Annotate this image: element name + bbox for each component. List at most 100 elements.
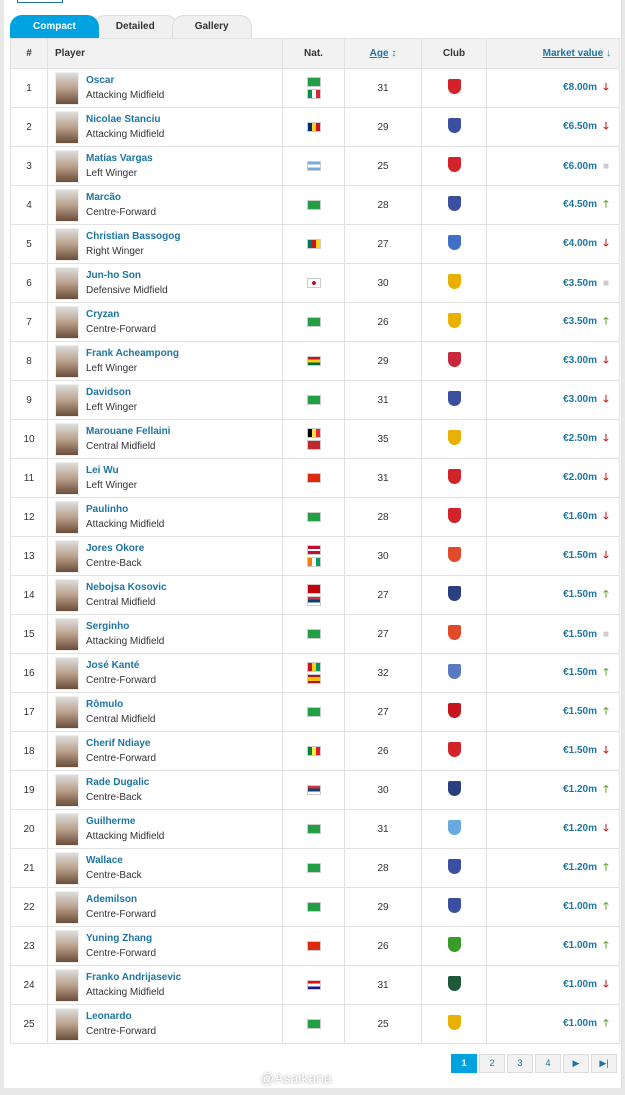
player-name-link[interactable]: Serginho bbox=[86, 621, 130, 632]
market-value-link[interactable]: €1.50m bbox=[563, 628, 597, 640]
tab-compact[interactable]: Compact bbox=[10, 15, 99, 38]
market-value-link[interactable]: €3.00m bbox=[563, 393, 597, 405]
market-value-link[interactable]: €1.50m bbox=[563, 588, 597, 600]
market-value-link[interactable]: €1.50m bbox=[563, 666, 597, 678]
player-name-link[interactable]: Davidson bbox=[86, 387, 132, 398]
market-value-link[interactable]: €8.00m bbox=[563, 81, 597, 93]
player-name-link[interactable]: Christian Bassogog bbox=[86, 231, 181, 242]
player-photo[interactable] bbox=[55, 1007, 79, 1041]
player-name-link[interactable]: Franko Andrijasevic bbox=[86, 972, 182, 983]
player-photo[interactable] bbox=[55, 929, 79, 963]
player-name-link[interactable]: Rade Dugalic bbox=[86, 777, 150, 788]
market-value-link[interactable]: €1.50m bbox=[563, 549, 597, 561]
market-value-link[interactable]: €1.00m bbox=[563, 939, 597, 951]
club-crest-icon[interactable] bbox=[447, 469, 461, 484]
market-value-link[interactable]: €3.00m bbox=[563, 354, 597, 366]
player-photo[interactable] bbox=[55, 188, 79, 222]
market-value-link[interactable]: €1.50m bbox=[563, 705, 597, 717]
player-photo[interactable] bbox=[55, 812, 79, 846]
club-crest-icon[interactable] bbox=[447, 859, 461, 874]
club-crest-icon[interactable] bbox=[447, 742, 461, 757]
player-name-link[interactable]: Jores Okore bbox=[86, 543, 145, 554]
market-value-link[interactable]: €1.20m bbox=[563, 783, 597, 795]
next-page-button[interactable]: ▶ bbox=[563, 1054, 589, 1073]
club-crest-icon[interactable] bbox=[447, 820, 461, 835]
player-name-link[interactable]: Nicolae Stanciu bbox=[86, 114, 161, 125]
player-photo[interactable] bbox=[55, 461, 79, 495]
club-crest-icon[interactable] bbox=[447, 703, 461, 718]
club-crest-icon[interactable] bbox=[447, 625, 461, 640]
player-name-link[interactable]: Yuning Zhang bbox=[86, 933, 153, 944]
player-photo[interactable] bbox=[55, 383, 79, 417]
page-3-button[interactable]: 3 bbox=[507, 1054, 533, 1073]
market-value-link[interactable]: €1.20m bbox=[563, 861, 597, 873]
club-crest-icon[interactable] bbox=[447, 664, 461, 679]
club-crest-icon[interactable] bbox=[447, 196, 461, 211]
player-name-link[interactable]: Cherif Ndiaye bbox=[86, 738, 151, 749]
sort-mv-link[interactable]: Market value bbox=[542, 48, 604, 59]
club-crest-icon[interactable] bbox=[447, 352, 461, 367]
market-value-link[interactable]: €1.20m bbox=[563, 822, 597, 834]
club-crest-icon[interactable] bbox=[447, 937, 461, 952]
player-photo[interactable] bbox=[55, 734, 79, 768]
last-page-button[interactable]: ▶| bbox=[591, 1054, 617, 1073]
page-4-button[interactable]: 4 bbox=[535, 1054, 561, 1073]
player-name-link[interactable]: Rômulo bbox=[86, 699, 124, 710]
tab-detailed[interactable]: Detailed bbox=[92, 15, 178, 38]
club-crest-icon[interactable] bbox=[447, 391, 461, 406]
club-crest-icon[interactable] bbox=[447, 586, 461, 601]
player-photo[interactable] bbox=[55, 695, 79, 729]
club-crest-icon[interactable] bbox=[447, 1015, 461, 1030]
market-value-link[interactable]: €3.50m bbox=[563, 315, 597, 327]
player-photo[interactable] bbox=[55, 227, 79, 261]
player-photo[interactable] bbox=[55, 656, 79, 690]
market-value-link[interactable]: €6.50m bbox=[563, 120, 597, 132]
player-name-link[interactable]: Paulinho bbox=[86, 504, 129, 515]
club-crest-icon[interactable] bbox=[447, 430, 461, 445]
player-name-link[interactable]: Guilherme bbox=[86, 816, 136, 827]
market-value-link[interactable]: €1.60m bbox=[563, 510, 597, 522]
player-photo[interactable] bbox=[55, 344, 79, 378]
player-name-link[interactable]: Frank Acheampong bbox=[86, 348, 179, 359]
player-name-link[interactable]: Nebojsa Kosovic bbox=[86, 582, 167, 593]
market-value-link[interactable]: €2.00m bbox=[563, 471, 597, 483]
club-crest-icon[interactable] bbox=[447, 898, 461, 913]
player-photo[interactable] bbox=[55, 617, 79, 651]
player-photo[interactable] bbox=[55, 968, 79, 1002]
market-value-link[interactable]: €1.00m bbox=[563, 900, 597, 912]
player-name-link[interactable]: Cryzan bbox=[86, 309, 120, 320]
tab-gallery[interactable]: Gallery bbox=[171, 15, 252, 38]
player-photo[interactable] bbox=[55, 851, 79, 885]
club-crest-icon[interactable] bbox=[447, 235, 461, 250]
market-value-link[interactable]: €1.00m bbox=[563, 1017, 597, 1029]
club-crest-icon[interactable] bbox=[447, 547, 461, 562]
player-photo[interactable] bbox=[55, 110, 79, 144]
market-value-link[interactable]: €1.50m bbox=[563, 744, 597, 756]
player-photo[interactable] bbox=[55, 149, 79, 183]
club-crest-icon[interactable] bbox=[447, 781, 461, 796]
player-photo[interactable] bbox=[55, 773, 79, 807]
player-photo[interactable] bbox=[55, 539, 79, 573]
club-crest-icon[interactable] bbox=[447, 976, 461, 991]
player-name-link[interactable]: Oscar bbox=[86, 75, 115, 86]
player-name-link[interactable]: Jun-ho Son bbox=[86, 270, 141, 281]
page-1-button[interactable]: 1 bbox=[451, 1054, 477, 1073]
player-name-link[interactable]: Marouane Fellaini bbox=[86, 426, 171, 437]
market-value-link[interactable]: €3.50m bbox=[563, 277, 597, 289]
player-name-link[interactable]: Matías Vargas bbox=[86, 153, 153, 164]
player-photo[interactable] bbox=[55, 890, 79, 924]
player-name-link[interactable]: Lei Wu bbox=[86, 465, 119, 476]
player-photo[interactable] bbox=[55, 500, 79, 534]
market-value-link[interactable]: €6.00m bbox=[563, 160, 597, 172]
market-value-link[interactable]: €4.00m bbox=[563, 237, 597, 249]
player-name-link[interactable]: José Kanté bbox=[86, 660, 140, 671]
sort-age-link[interactable]: Age bbox=[369, 48, 389, 59]
player-name-link[interactable]: Wallace bbox=[86, 855, 123, 866]
player-photo[interactable] bbox=[55, 422, 79, 456]
market-value-link[interactable]: €1.00m bbox=[563, 978, 597, 990]
player-name-link[interactable]: Ademilson bbox=[86, 894, 138, 905]
player-name-link[interactable]: Leonardo bbox=[86, 1011, 132, 1022]
market-value-link[interactable]: €4.50m bbox=[563, 198, 597, 210]
player-name-link[interactable]: Marcão bbox=[86, 192, 122, 203]
player-photo[interactable] bbox=[55, 305, 79, 339]
